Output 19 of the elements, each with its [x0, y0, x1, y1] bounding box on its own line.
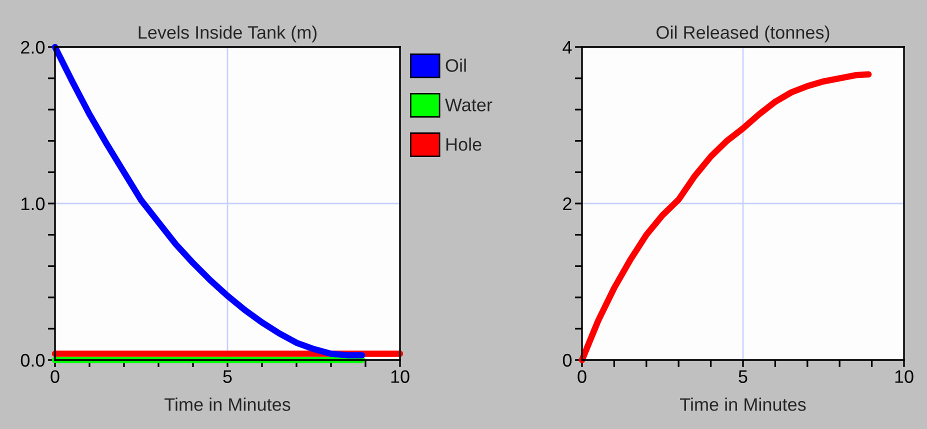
y-tick-label: 2 — [563, 197, 572, 210]
x-axis-title: Time in Minutes — [164, 398, 290, 411]
x-tick-label: 5 — [223, 370, 232, 383]
x-tick-label: 5 — [738, 370, 748, 383]
x-tick-label: 10 — [391, 370, 410, 383]
y-tick-label: 0.0 — [20, 354, 45, 367]
y-tick-label: 0 — [562, 354, 572, 367]
y-tick-label: 1.0 — [22, 197, 45, 210]
x-tick-label: 10 — [895, 370, 914, 383]
legend-label: Water — [445, 98, 492, 112]
y-tick-label: 2.0 — [21, 40, 45, 54]
x-axis-title: Time in Minutes — [680, 398, 806, 411]
legend-label: Hole — [446, 138, 482, 151]
y-tick-label: 4 — [562, 41, 572, 54]
x-tick-label: 0 — [578, 370, 586, 383]
legend-label: Oil — [446, 58, 466, 72]
x-tick-label: 0 — [50, 370, 60, 383]
chart-title: Oil Released (tonnes) — [656, 26, 830, 42]
chart-title: Levels Inside Tank (m) — [138, 26, 317, 42]
